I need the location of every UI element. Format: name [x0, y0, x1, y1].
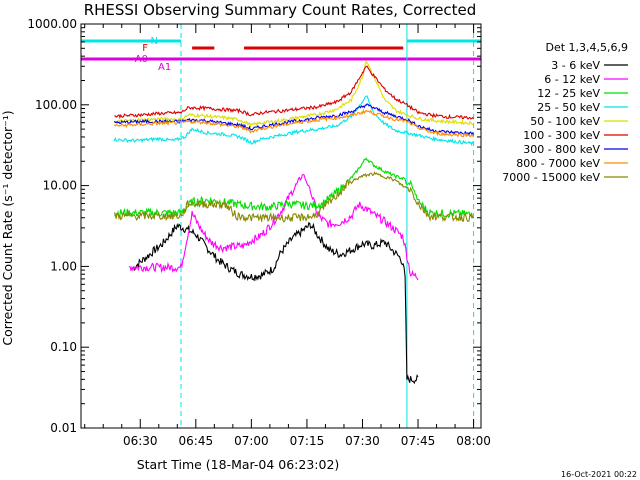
legend-entry-label: 300 - 800 keV [523, 143, 600, 156]
series-lines [113, 60, 475, 385]
chart-title: RHESSI Observing Summary Count Rates, Co… [84, 1, 477, 19]
y-axis: 1000.00 100.00 10.00 1.00 0.10 0.01 [27, 17, 481, 435]
legend-entry-label: 6 - 12 keV [544, 73, 600, 86]
y-tick-label: 0.10 [50, 340, 77, 354]
legend-entry-label: 12 - 25 keV [537, 87, 600, 100]
legend-entry-label: 100 - 300 keV [523, 129, 600, 142]
x-tick-label: 06:45 [179, 434, 214, 448]
x-tick-label: 07:00 [234, 434, 269, 448]
status-label-a1: A1 [158, 62, 171, 73]
series-line-5 [114, 65, 475, 120]
y-tick-label: 10.00 [43, 179, 77, 193]
legend-entry-label: 50 - 100 keV [530, 115, 600, 128]
y-tick-label: 1.00 [50, 259, 77, 273]
vertical-markers [80, 24, 475, 428]
series-line-7 [113, 108, 475, 138]
legend-title: Det 1,3,4,5,6,9 [545, 41, 628, 54]
y-tick-label: 0.01 [50, 421, 77, 435]
series-line-6 [113, 103, 475, 137]
legend-entry-label: 25 - 50 keV [537, 101, 600, 114]
series-line-1 [128, 173, 419, 281]
status-label-a0: A0 [135, 54, 148, 65]
legend-entry-label: 7000 - 15000 keV [502, 171, 600, 184]
x-tick-label: 07:30 [345, 434, 380, 448]
date-stamp: 16-Oct-2021 00:22 [561, 470, 637, 479]
series-line-3 [113, 95, 474, 147]
x-tick-label: 07:45 [401, 434, 436, 448]
x-tick-label: 08:00 [456, 434, 491, 448]
x-tick-label: 06:30 [123, 434, 158, 448]
legend-entry-label: 3 - 6 keV [551, 59, 600, 72]
series-line-2 [114, 157, 474, 219]
y-axis-label: Corrected Count Rate (s⁻¹ detector⁻¹) [0, 110, 15, 345]
series-line-8 [113, 171, 474, 223]
x-axis-label: Start Time (18-Mar-04 06:23:02) [137, 457, 340, 472]
legend-entry-label: 800 - 7000 keV [516, 157, 600, 170]
status-label-n: N [151, 36, 158, 47]
y-tick-label: 100.00 [35, 98, 77, 112]
status-label-f: F [142, 43, 148, 54]
plot-frame [80, 23, 482, 429]
y-tick-label: 1000.00 [27, 17, 77, 31]
series-line-0 [132, 222, 419, 385]
x-axis: 06:30 06:45 07:00 07:15 07:30 07:45 08:00 [84, 24, 491, 448]
x-tick-label: 07:15 [290, 434, 325, 448]
